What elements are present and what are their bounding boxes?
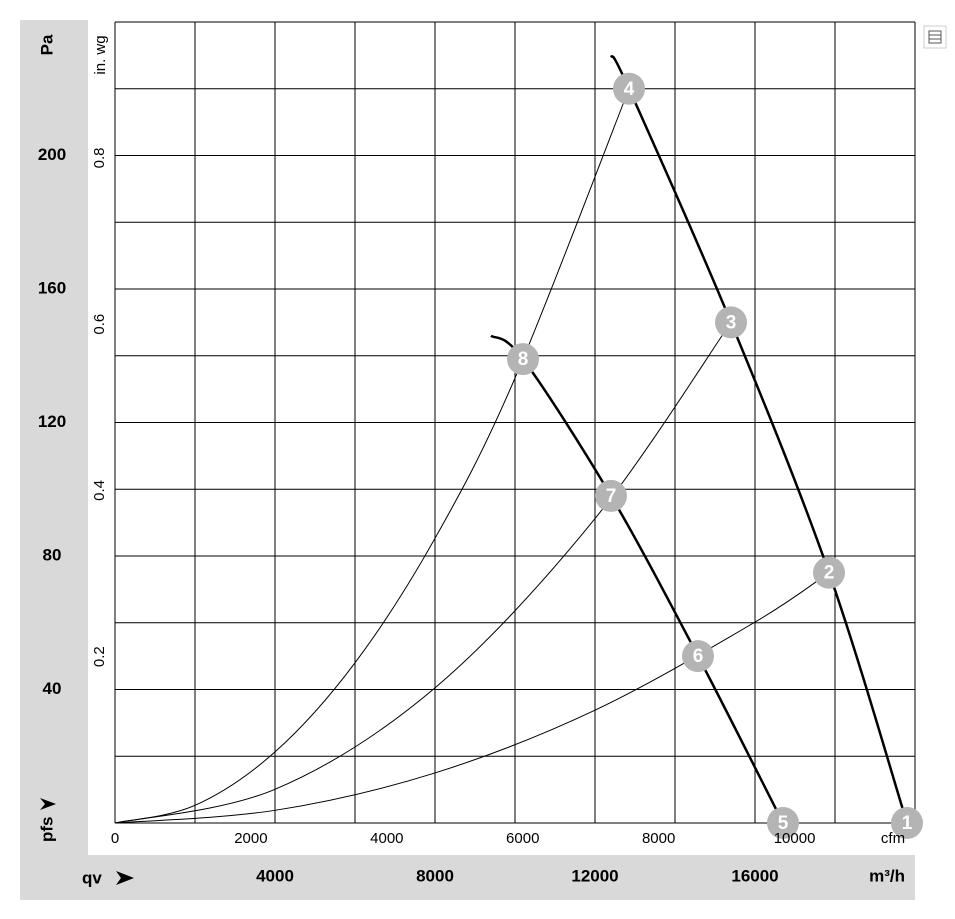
operating-point bbox=[595, 479, 627, 512]
x-axis-arrow bbox=[116, 871, 134, 885]
x-tick-label: 8000 bbox=[416, 866, 454, 885]
icon-glyph[interactable] bbox=[928, 30, 942, 44]
operating-point-label: 4 bbox=[624, 79, 635, 100]
y-tick-label: 40 bbox=[43, 679, 62, 698]
x2-tick-label: 4000 bbox=[370, 830, 403, 847]
y2-tick-label: 0.6 bbox=[91, 314, 108, 335]
y-tick-label: 80 bbox=[43, 545, 62, 564]
operating-point-label: 5 bbox=[778, 813, 789, 834]
icon-frame[interactable] bbox=[923, 25, 947, 49]
y-axis-symbol: pfs bbox=[37, 817, 56, 843]
y2-tick-label: 0.2 bbox=[91, 646, 108, 667]
x-tick-label: 16000 bbox=[731, 866, 778, 885]
operating-point-label: 8 bbox=[518, 349, 529, 370]
y-axis-unit: Pa bbox=[37, 34, 56, 55]
operating-point bbox=[813, 556, 845, 589]
y-tick-label: 200 bbox=[38, 145, 66, 164]
y2-tick-label: 0.4 bbox=[91, 480, 108, 501]
expand-icon[interactable] bbox=[923, 25, 947, 49]
x-axis-unit: m³/h bbox=[869, 866, 905, 885]
operating-point bbox=[682, 640, 714, 673]
plot-background bbox=[88, 20, 915, 855]
operating-point bbox=[613, 72, 645, 105]
grid bbox=[114, 21, 916, 824]
curve bbox=[114, 572, 830, 824]
x2-tick-label: 6000 bbox=[506, 830, 539, 847]
x-axis-symbol: qv bbox=[82, 868, 102, 887]
x2-tick-label: 0 bbox=[111, 830, 119, 847]
operating-points: 1 2 3 4 5 6 7 8 bbox=[507, 72, 923, 839]
operating-point bbox=[767, 807, 799, 839]
operating-point-label: 1 bbox=[902, 813, 913, 834]
curve bbox=[114, 88, 630, 824]
operating-point-label: 3 bbox=[726, 312, 737, 333]
y-tick-label: 160 bbox=[38, 278, 66, 297]
y2-tick-label: 0.8 bbox=[91, 147, 108, 168]
x2-tick-label: 10000 bbox=[774, 830, 816, 847]
x2-tick-label: 8000 bbox=[642, 830, 675, 847]
x-tick-label: 12000 bbox=[571, 866, 618, 885]
x2-tick-label: 2000 bbox=[234, 830, 267, 847]
operating-point bbox=[507, 343, 539, 376]
operating-point-label: 6 bbox=[693, 646, 704, 667]
operating-point bbox=[891, 807, 923, 839]
curve bbox=[114, 322, 732, 824]
y-tick-label: 120 bbox=[38, 412, 66, 431]
x-tick-label: 4000 bbox=[256, 866, 294, 885]
operating-point bbox=[715, 306, 747, 339]
x2-axis-unit: cfm bbox=[881, 830, 905, 847]
operating-point-label: 2 bbox=[824, 563, 835, 584]
operating-point-label: 7 bbox=[606, 486, 617, 507]
y-axis-arrow bbox=[40, 798, 56, 810]
x-axis-band bbox=[20, 855, 915, 900]
y2-axis-unit: in. wg bbox=[92, 35, 109, 74]
y-axis-band bbox=[20, 20, 88, 900]
